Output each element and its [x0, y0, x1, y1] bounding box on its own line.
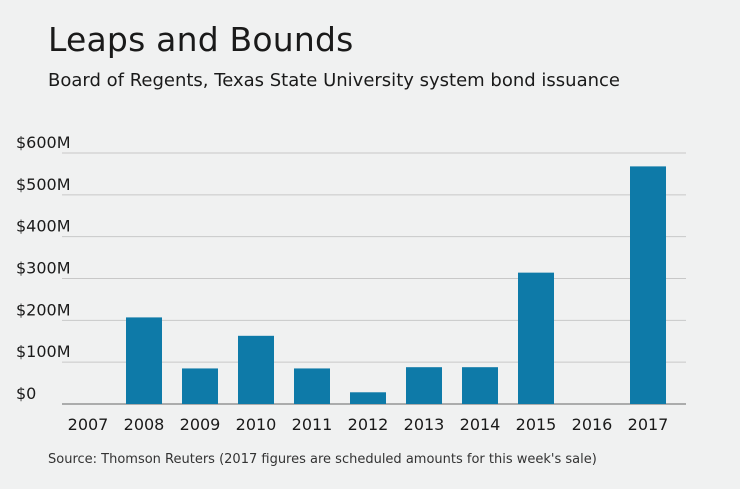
y-tick-label: $600M [16, 133, 71, 152]
x-tick-label: 2014 [460, 415, 501, 434]
x-tick-label: 2016 [572, 415, 613, 434]
bar-2008 [126, 317, 162, 404]
bar-2012 [350, 392, 386, 404]
y-tick-label: $300M [16, 259, 71, 278]
x-tick-label: 2015 [516, 415, 557, 434]
x-tick-label: 2008 [124, 415, 165, 434]
y-tick-label: $500M [16, 175, 71, 194]
x-tick-label: 2010 [236, 415, 277, 434]
x-tick-label: 2011 [292, 415, 333, 434]
x-tick-label: 2017 [628, 415, 669, 434]
x-tick-label: 2013 [404, 415, 445, 434]
y-tick-label: $100M [16, 342, 71, 361]
bar-2010 [238, 335, 274, 404]
bar-2009 [182, 368, 218, 404]
x-tick-label: 2009 [180, 415, 221, 434]
bar-2015 [518, 272, 554, 404]
y-tick-label: $0 [16, 384, 36, 403]
bar-2013 [406, 367, 442, 404]
x-tick-label: 2012 [348, 415, 389, 434]
bar-2017 [630, 166, 666, 404]
y-tick-label: $200M [16, 300, 71, 319]
chart-subtitle: Board of Regents, Texas State University… [48, 70, 620, 91]
x-tick-label: 2007 [68, 415, 109, 434]
bar-2011 [294, 368, 330, 404]
chart-title: Leaps and Bounds [48, 20, 354, 59]
source-note: Source: Thomson Reuters (2017 figures ar… [48, 452, 597, 467]
bar-2014 [462, 367, 498, 404]
y-tick-label: $400M [16, 217, 71, 236]
